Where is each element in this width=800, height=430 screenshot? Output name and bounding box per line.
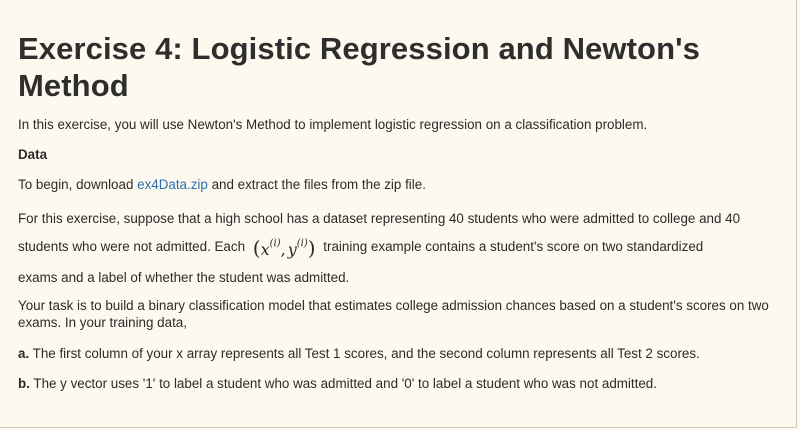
formula-open-paren: ( (252, 236, 261, 260)
list-item-a: a. The first column of your x array repr… (18, 345, 778, 362)
formula-comma: , (280, 240, 286, 259)
dataset-text-before: For this exercise, suppose that a high s… (18, 211, 741, 254)
data-section-heading: Data (18, 147, 48, 162)
download-text-after: and extract the files from the zip file. (207, 177, 426, 192)
intro-paragraph: In this exercise, you will use Newton's … (18, 117, 648, 132)
item-a-text: The first column of your x array represe… (29, 346, 700, 361)
item-b-label: b. (18, 376, 30, 391)
item-b-text: The y vector uses '1' to label a student… (29, 376, 657, 391)
dataset-paragraph: For this exercise, suppose that a high s… (18, 206, 778, 286)
item-a-label: a. (18, 346, 30, 361)
formula-x: x (260, 240, 270, 259)
dataset-text-after: training example contains a student's sc… (319, 239, 704, 254)
download-paragraph: To begin, download ex4Data.zip and extra… (18, 176, 778, 193)
training-example-formula: (x(i), y(i)) (249, 231, 320, 262)
task-paragraph: Your task is to build a binary classific… (18, 298, 769, 330)
formula-y-superscript: (i) (296, 238, 308, 249)
download-text-before: To begin, download (18, 177, 138, 192)
formula-close-paren: ) (307, 236, 316, 260)
formula-x-superscript: (i) (269, 238, 281, 249)
list-item-b: b. The y vector uses '1' to label a stud… (18, 375, 778, 392)
dataset-text-continuation: exams and a label of whether the student… (18, 270, 350, 285)
data-zip-link[interactable]: ex4Data.zip (137, 177, 208, 192)
formula-y: y (287, 240, 297, 259)
page-title: Exercise 4: Logistic Regression and Newt… (18, 31, 700, 103)
